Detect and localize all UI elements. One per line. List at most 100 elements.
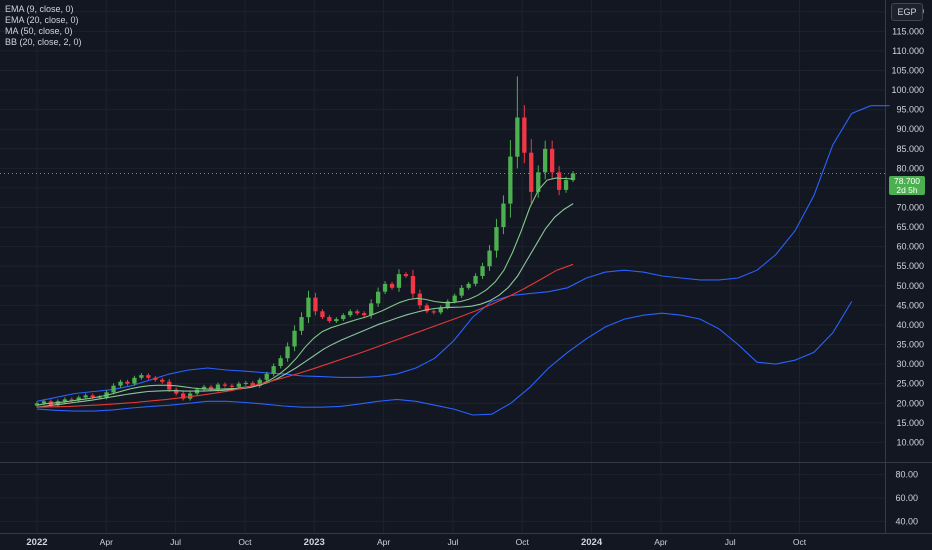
candle-body — [125, 381, 130, 384]
candle-body — [97, 397, 102, 398]
candle-body — [417, 293, 422, 306]
y-tick-label: 30.000 — [896, 359, 924, 369]
legend-ema9[interactable]: EMA (9, close, 0) — [5, 4, 74, 14]
bb-lower-line — [36, 301, 853, 416]
candle-body — [320, 311, 325, 318]
candle-body — [341, 315, 346, 320]
candle-body — [522, 117, 527, 153]
candle-body — [369, 303, 374, 316]
candle-body — [236, 383, 241, 387]
candle-body — [424, 305, 429, 312]
x-tick-label: 2023 — [304, 537, 325, 548]
candle-body — [201, 386, 207, 390]
candle-body — [410, 276, 416, 294]
candle-body — [153, 377, 158, 380]
candle-body — [494, 227, 499, 251]
x-tick-label: Oct — [238, 537, 252, 547]
candle-body — [431, 311, 436, 313]
candle-body — [543, 148, 548, 173]
candle-body — [215, 384, 221, 390]
indicator-tick-label: 60.00 — [895, 493, 918, 503]
candle-body — [570, 173, 576, 181]
x-tick-label: Jul — [170, 537, 181, 547]
candle-body — [550, 148, 555, 173]
x-tick-label: Oct — [516, 537, 530, 547]
ma50-line — [36, 263, 574, 408]
legend-ma50[interactable]: MA (50, close, 0) — [5, 26, 73, 36]
last-price-tag: 78.700 2d 5h — [889, 176, 925, 195]
candle-body — [34, 403, 40, 406]
candle-body — [257, 379, 262, 386]
candle-body — [466, 283, 471, 288]
candle-body — [69, 399, 74, 401]
candle-body — [264, 373, 269, 380]
indicator-tick-label: 40.00 — [895, 516, 918, 526]
y-tick-label: 65.000 — [896, 222, 924, 232]
candle-body — [529, 152, 534, 192]
bar-countdown: 2d 5h — [896, 185, 918, 195]
candle-body — [83, 395, 88, 398]
candle-body — [292, 330, 297, 347]
y-tick-label: 95.000 — [896, 105, 924, 115]
candle-body — [348, 311, 353, 316]
candle-body — [473, 276, 478, 284]
y-tick-label: 10.000 — [896, 437, 924, 447]
candle-body — [445, 301, 450, 308]
candle-body — [41, 401, 47, 404]
candle-body — [382, 283, 388, 292]
y-tick-label: 70.000 — [896, 203, 924, 213]
x-tick-label: Apr — [377, 537, 390, 547]
candle-body — [438, 307, 443, 313]
candle-body — [487, 250, 492, 267]
indicator-tick-label: 80.00 — [895, 470, 918, 480]
candle-body — [111, 385, 116, 393]
x-tick-label: Jul — [447, 537, 458, 547]
candle-body — [139, 375, 144, 378]
x-tick-label: Jul — [725, 537, 736, 547]
candle-body — [563, 180, 569, 190]
y-tick-label: 25.000 — [896, 379, 924, 389]
y-tick-label: 90.000 — [896, 124, 924, 134]
x-tick-label: Apr — [100, 537, 113, 547]
y-tick-label: 55.000 — [896, 261, 924, 271]
candle-body — [76, 397, 81, 401]
x-tick-label: Apr — [654, 537, 667, 547]
y-tick-label: 105.000 — [891, 65, 924, 75]
candle-body — [299, 317, 304, 331]
candle-body — [55, 401, 60, 406]
moving-averages — [36, 177, 574, 408]
y-tick-label: 100.000 — [891, 85, 924, 95]
candle-body — [396, 274, 402, 288]
candle-body — [229, 385, 235, 387]
x-tick-label: 2022 — [26, 537, 47, 548]
candle-body — [376, 291, 381, 304]
candle-body — [306, 297, 311, 318]
currency-button[interactable]: EGP — [891, 3, 923, 21]
y-tick-label: 45.000 — [896, 300, 924, 310]
candle-body — [250, 382, 255, 386]
candle-body — [327, 317, 332, 321]
candle-body — [278, 358, 283, 366]
candle-body — [146, 375, 151, 378]
last-price-value: 78.700 — [894, 176, 920, 186]
candle-body — [536, 172, 541, 192]
x-tick-label: Oct — [793, 537, 807, 547]
legend-bb[interactable]: BB (20, close, 2, 0) — [5, 37, 82, 47]
y-tick-label: 60.000 — [896, 242, 924, 252]
y-tick-label: 35.000 — [896, 340, 924, 350]
y-tick-label: 15.000 — [896, 418, 924, 428]
legend-ema20[interactable]: EMA (20, close, 0) — [5, 15, 79, 25]
candle-body — [452, 295, 457, 302]
candle-body — [222, 384, 228, 386]
candle-body — [132, 377, 137, 384]
candles — [34, 76, 576, 408]
candle-body — [208, 386, 214, 390]
candle-body — [459, 287, 464, 296]
bb-upper-line — [36, 105, 890, 402]
candle-body — [174, 389, 179, 394]
candle-body — [181, 393, 186, 399]
candle-body — [515, 117, 520, 157]
